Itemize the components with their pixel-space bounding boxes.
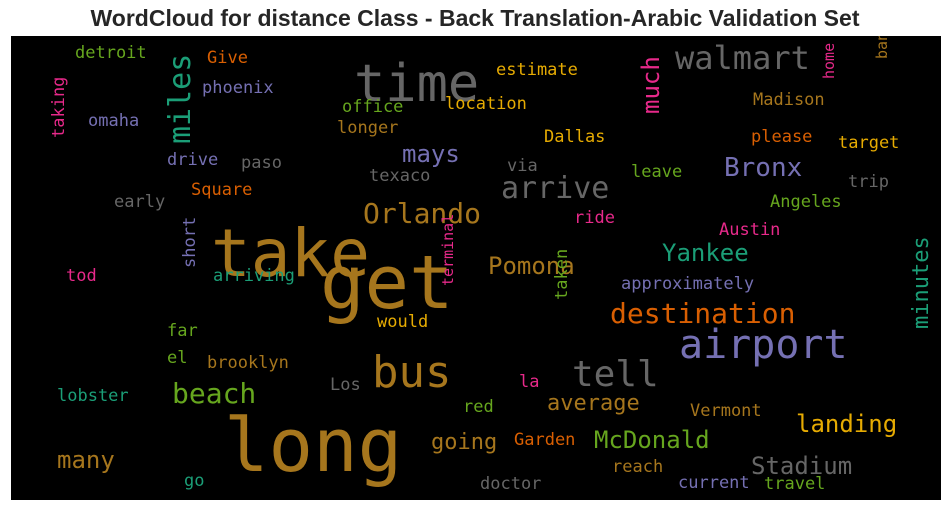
word-ride: ride [574,208,615,228]
word-arriving: arriving [213,266,295,286]
word-orlando: Orlando [363,197,481,230]
word-landing: landing [796,410,897,438]
word-leave: leave [631,162,682,182]
word-estimate: estimate [496,60,578,80]
word-mays: mays [402,140,460,168]
word-office: office [342,97,403,117]
word-home: home [820,43,838,79]
word-far: far [167,321,198,341]
word-square: Square [191,180,252,200]
chart-title: WordCloud for distance Class - Back Tran… [90,5,860,31]
word-yankee: Yankee [662,239,749,267]
word-paso: paso [241,153,282,173]
word-bus: bus [372,347,451,398]
word-tod: tod [66,266,97,286]
word-current: current [678,473,750,493]
word-would: would [377,312,428,332]
word-phoenix: phoenix [202,78,274,98]
word-red: red [463,397,494,417]
word-much: much [637,56,665,114]
word-madison: Madison [753,90,825,110]
word-bank: bank [873,36,891,59]
word-long: long [224,403,402,489]
word-los: Los [330,375,361,395]
word-walmart: walmart [675,39,810,77]
word-el: el [167,348,187,368]
word-go: go [184,471,204,491]
word-trip: trip [848,172,889,192]
word-stadium: Stadium [751,452,852,480]
word-angeles: Angeles [770,192,842,212]
word-garden: Garden [514,430,575,450]
word-short: short [180,217,200,268]
word-lobster: lobster [57,386,129,406]
word-vermont: Vermont [690,401,762,421]
word-location: location [445,94,527,114]
word-take: take [211,215,370,292]
word-mcdonald: McDonald [594,426,710,454]
word-average: average [547,391,640,416]
word-taking: taking [49,77,69,138]
word-arrive: arrive [501,171,609,206]
wordcloud-canvas: long get take time bus airport tell walmart arri… [11,36,941,500]
word-give: Give [207,48,248,68]
word-doctor: doctor [480,474,541,494]
word-dallas: Dallas [544,127,605,147]
word-get: get [320,240,454,326]
word-time: time [354,54,479,114]
word-longer: longer [337,118,398,138]
word-approximately: approximately [621,274,754,294]
word-la: la [519,372,539,392]
word-reach: reach [612,457,663,477]
word-airport: airport [679,322,848,368]
word-brooklyn: brooklyn [207,353,289,373]
word-early: early [114,192,165,212]
word-destination: destination [610,297,795,330]
word-taken: taken [552,249,572,300]
word-detroit: detroit [75,43,147,63]
word-omaha: omaha [88,111,139,131]
word-terminal: terminal [439,214,457,286]
word-drive: drive [167,150,218,170]
word-travel: travel [764,474,825,494]
word-pomona: Pomona [488,252,575,280]
word-minutes: minutes [909,236,934,329]
word-via: via [507,156,538,176]
word-beach: beach [172,377,256,410]
word-texaco: texaco [369,166,430,186]
word-target: target [838,133,899,153]
word-bronx: Bronx [724,153,802,183]
word-miles: miles [163,54,198,144]
word-going: going [431,430,497,455]
word-please: please [751,127,812,147]
word-tell: tell [572,354,659,395]
word-austin: Austin [719,220,780,240]
word-many: many [57,446,115,474]
